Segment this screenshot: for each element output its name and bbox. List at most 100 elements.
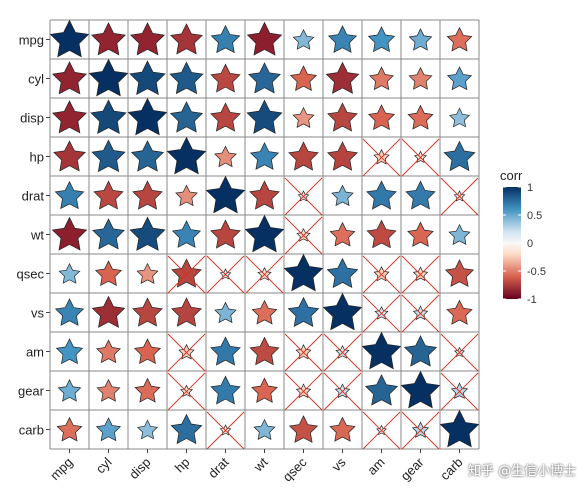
star-mark — [408, 28, 433, 51]
star-mark — [244, 214, 285, 253]
insignificant-cross — [362, 294, 401, 333]
star-mark — [170, 23, 203, 55]
star-mark — [246, 99, 283, 134]
legend-colorbar — [503, 187, 521, 299]
star-mark — [214, 301, 237, 324]
insignificant-cross — [284, 333, 323, 372]
watermark: 知乎 @生信小博士 — [468, 464, 577, 479]
star-mark — [129, 216, 166, 251]
star-mark — [91, 295, 126, 328]
star-mark — [54, 298, 85, 326]
star-mark — [361, 331, 402, 370]
star-mark — [446, 66, 473, 91]
star-mark — [137, 419, 158, 440]
star-mark — [439, 409, 480, 448]
y-tick-label: disp — [20, 111, 44, 126]
star-mark — [91, 139, 126, 173]
star-mark — [373, 266, 390, 282]
star-mark — [443, 140, 476, 172]
star-mark — [171, 220, 202, 248]
star-mark — [210, 24, 241, 54]
star-mark — [289, 65, 318, 92]
y-tick-label: drat — [22, 189, 45, 204]
star-mark — [55, 338, 84, 365]
star-mark — [129, 60, 166, 96]
star-mark — [407, 221, 434, 247]
legend-tick-label: 1 — [527, 182, 533, 194]
star-mark — [210, 375, 241, 405]
star-mark — [326, 257, 359, 288]
star-mark — [408, 66, 433, 90]
star-mark — [88, 58, 129, 97]
star-mark — [127, 97, 168, 136]
star-mark — [210, 102, 241, 132]
legend-title: corr — [500, 168, 523, 183]
star-mark — [369, 66, 394, 91]
star-mark — [95, 417, 122, 442]
star-mark — [257, 266, 272, 281]
star-mark — [169, 61, 204, 95]
legend-tick-label: 0.5 — [527, 210, 542, 222]
x-tick-label: disp — [126, 455, 153, 482]
star-mark — [329, 416, 356, 442]
star-mark — [210, 63, 241, 93]
insignificant-cross — [401, 255, 440, 294]
star-mark — [52, 61, 87, 95]
star-mark — [292, 28, 315, 50]
star-mark — [367, 26, 396, 53]
star-mark — [246, 21, 283, 56]
insignificant-cross — [284, 177, 323, 216]
star-mark — [130, 140, 165, 172]
x-tick-label: gear — [398, 454, 427, 483]
star-mark — [407, 104, 434, 130]
star-mark — [52, 100, 87, 134]
star-mark — [335, 344, 350, 359]
star-mark — [412, 305, 429, 321]
insignificant-cross — [284, 216, 323, 255]
star-mark — [58, 262, 81, 284]
insignificant-cross — [284, 372, 323, 411]
grid — [49, 19, 480, 450]
insignificant-cross — [206, 255, 245, 294]
star-mark — [51, 216, 88, 251]
star-mark — [449, 107, 470, 128]
y-tick-label: wt — [30, 228, 44, 243]
star-mark — [170, 413, 203, 445]
star-mark — [132, 180, 163, 210]
x-tick-label: wt — [250, 454, 271, 475]
star-mark — [288, 415, 319, 443]
insignificant-cross — [167, 372, 206, 411]
y-tick-label: gear — [18, 384, 45, 399]
star-mark — [327, 102, 358, 132]
star-mark — [446, 26, 473, 52]
star-mark — [205, 175, 246, 214]
star-mark — [411, 421, 430, 438]
star-mark — [448, 223, 471, 245]
star-mark — [296, 227, 311, 242]
insignificant-cross — [440, 333, 479, 372]
star-mark — [373, 148, 390, 165]
star-mark — [444, 259, 475, 287]
star-mark — [366, 219, 397, 249]
insignificant-cross — [401, 294, 440, 333]
star-mark — [94, 260, 123, 287]
star-mark — [175, 184, 198, 207]
star-mark — [288, 141, 319, 171]
y-tick-label: hp — [30, 150, 44, 165]
star-mark — [49, 19, 90, 58]
star-mark — [53, 140, 86, 172]
x-tick-label: mpg — [47, 455, 75, 483]
star-mark — [178, 343, 195, 360]
star-mark — [283, 253, 324, 292]
star-mark — [325, 61, 360, 94]
star-mark — [249, 142, 280, 170]
insignificant-cross — [362, 138, 401, 177]
y-tick-label: vs — [31, 306, 45, 321]
star-mark — [287, 296, 320, 327]
y-tick-label: am — [26, 345, 44, 360]
star-mark — [251, 377, 278, 403]
insignificant-cross — [323, 333, 362, 372]
star-mark — [96, 339, 121, 364]
insignificant-cross — [206, 411, 245, 450]
